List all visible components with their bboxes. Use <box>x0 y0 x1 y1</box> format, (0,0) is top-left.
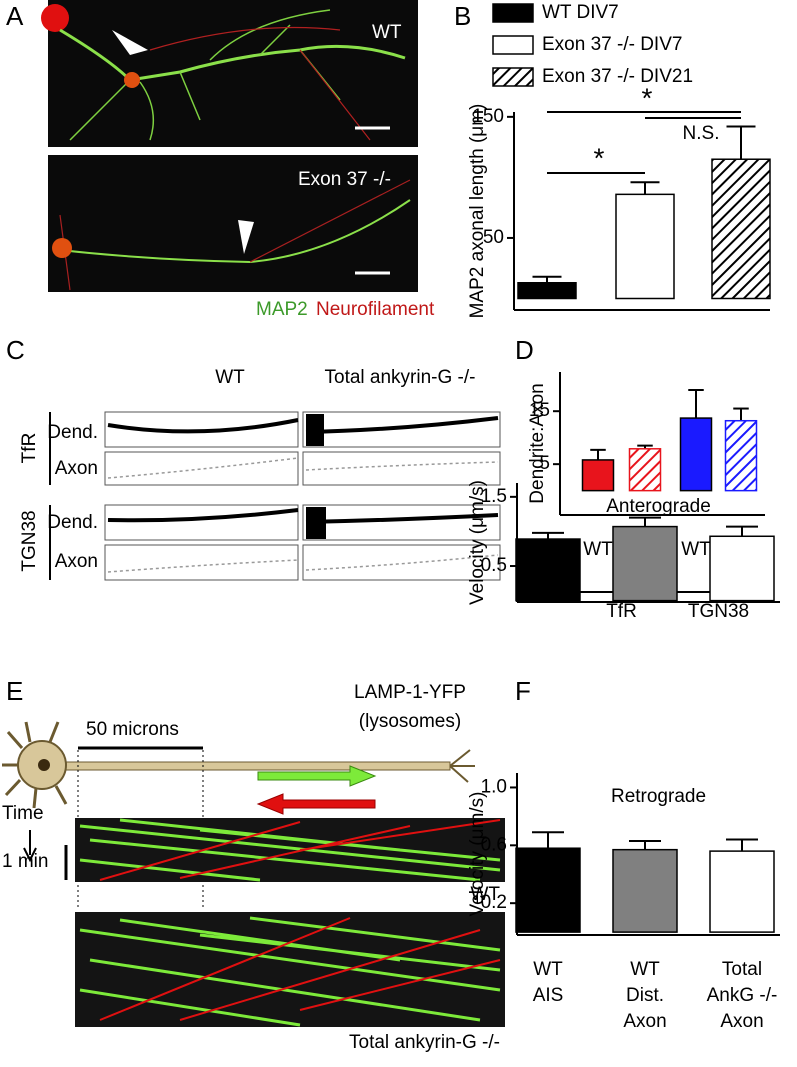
x-tick-label: WT <box>681 539 711 560</box>
bar <box>612 848 678 933</box>
bar <box>581 459 615 492</box>
legend-label: WT DIV7 <box>542 2 619 23</box>
stain-label: MAP2 <box>256 299 308 320</box>
legend-label: Exon 37 -/- DIV7 <box>542 34 682 55</box>
y-tick-label: 0.2 <box>481 892 507 913</box>
reporter-label: LAMP-1-YFP <box>354 682 466 703</box>
bar <box>517 282 577 300</box>
bar <box>615 193 675 300</box>
bar <box>515 847 581 933</box>
bar <box>709 850 775 933</box>
panel-label: A <box>6 1 24 31</box>
y-tick-label: 150 <box>472 106 504 127</box>
row-label: Axon <box>55 458 98 479</box>
y-tick-label: 1.5 <box>481 486 507 507</box>
legend-swatch <box>492 35 534 55</box>
x-tick-label: Dist. <box>626 985 664 1006</box>
chart-title: Anterograde <box>606 496 711 517</box>
legend-label: Exon 37 -/- DIV21 <box>542 66 693 87</box>
y-tick-label: 0.5 <box>481 555 507 576</box>
row-label: Dend. <box>47 512 98 533</box>
y-axis-label: Velocity (μm/s) <box>467 480 488 605</box>
bar <box>679 417 713 492</box>
kymograph-label: Total ankyrin-G -/- <box>349 1032 500 1053</box>
kymograph-label: WT <box>470 884 500 905</box>
panel-label: D <box>515 335 534 365</box>
y-axis-label: Velocity (μm/s) <box>467 792 488 917</box>
bar <box>628 448 662 492</box>
time-scale: 1 min <box>2 851 48 872</box>
x-tick-label: WT <box>630 959 660 980</box>
bar <box>709 535 775 602</box>
neuron-schematic <box>2 721 505 1027</box>
bar <box>711 158 771 300</box>
image-label: Exon 37 -/- <box>298 169 391 190</box>
bar <box>612 525 678 602</box>
x-tick-label: WT <box>583 539 613 560</box>
panel-label: C <box>6 335 25 365</box>
row-label: Dend. <box>47 422 98 443</box>
image-label: WT <box>372 22 402 43</box>
column-label: WT <box>215 367 245 388</box>
x-tick-label: AIS <box>533 985 564 1006</box>
panel-label: B <box>454 1 471 31</box>
significance-label: N.S. <box>683 123 720 144</box>
column-label: Total ankyrin-G -/- <box>325 367 476 388</box>
legend-swatch <box>492 67 534 87</box>
stain-label: Neurofilament <box>316 299 435 320</box>
y-tick-label: 15 <box>529 400 550 421</box>
time-label: Time <box>2 803 44 824</box>
micrograph-c <box>49 411 501 581</box>
y-axis-label: MAP2 axonal length (μm) <box>467 104 488 319</box>
reporter-label: (lysosomes) <box>359 711 461 732</box>
y-axis-label: Dendrite:Axon <box>527 383 548 503</box>
group-label: TfR <box>19 433 40 464</box>
significance-label: * <box>642 82 653 113</box>
significance-label: * <box>594 142 605 173</box>
y-tick-label: 0.6 <box>481 834 507 855</box>
scale-label: 50 microns <box>86 719 179 740</box>
y-tick-label: 50 <box>483 227 504 248</box>
bar <box>515 538 581 602</box>
panel-label: E <box>6 676 23 706</box>
row-label: Axon <box>55 551 98 572</box>
legend-swatch <box>492 3 534 23</box>
x-tick-label: AnkG -/- <box>707 985 778 1006</box>
panel-label: F <box>515 676 531 706</box>
group-label: TGN38 <box>19 510 40 571</box>
x-tick-label: WT <box>533 959 563 980</box>
micrograph-a <box>41 0 418 292</box>
y-tick-label: 1.0 <box>481 776 507 797</box>
bar <box>724 419 758 492</box>
x-tick-label: Axon <box>720 1011 763 1032</box>
y-tick-label: 5 <box>539 453 550 474</box>
group-label: TGN38 <box>688 601 749 622</box>
x-tick-label: Total <box>722 959 762 980</box>
group-label: TfR <box>606 601 637 622</box>
chart-title: Retrograde <box>611 786 706 807</box>
x-tick-label: Axon <box>623 1011 666 1032</box>
